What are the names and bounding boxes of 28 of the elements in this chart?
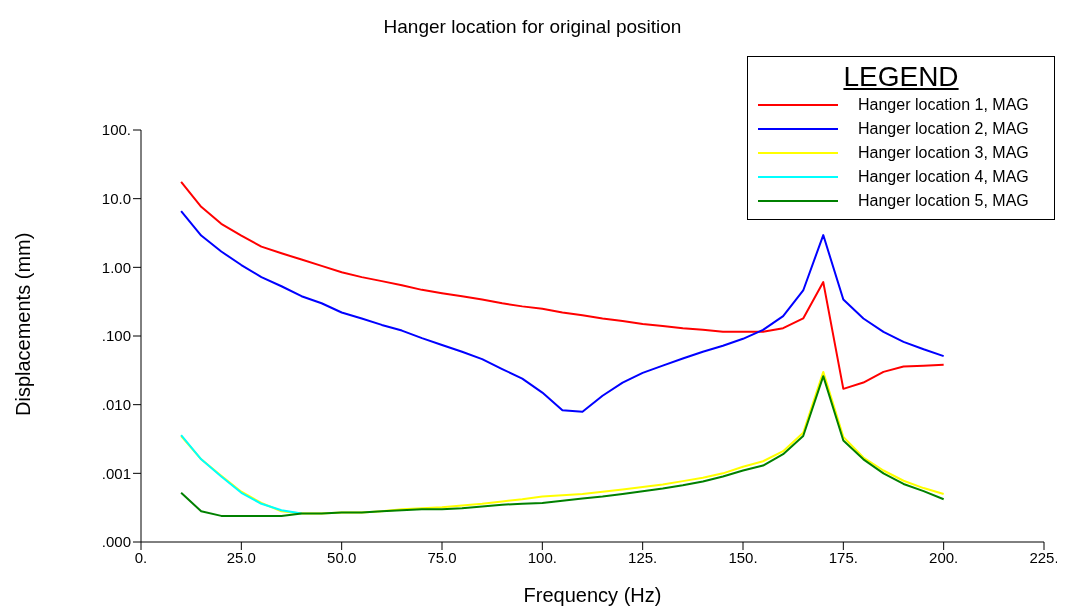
x-tick-label: 25.0: [226, 548, 256, 566]
line-series: [180, 210, 945, 413]
x-tick-label: 0.: [134, 548, 148, 566]
x-tick-label: 175.: [828, 548, 858, 566]
legend-title: LEGEND: [842, 61, 960, 93]
y-tick-label: 1.00: [101, 258, 131, 276]
legend-label: Hanger location 1, MAG: [858, 96, 1029, 114]
x-tick-label: 225.: [1029, 548, 1059, 566]
y-tick-label: .000: [101, 533, 131, 551]
y-tick-label: 100.: [101, 121, 131, 139]
legend-label: Hanger location 4, MAG: [858, 168, 1029, 186]
legend-label: Hanger location 5, MAG: [858, 192, 1029, 210]
x-tick-label: 150.: [728, 548, 758, 566]
line-series: [180, 434, 303, 515]
x-axis-title: Frequency (Hz): [523, 584, 662, 606]
chart-title: Hanger location for original position: [382, 16, 683, 38]
x-tick-label: 100.: [527, 548, 557, 566]
legend-label: Hanger location 3, MAG: [858, 144, 1029, 162]
x-tick-label: 200.: [929, 548, 959, 566]
x-tick-label: 125.: [628, 548, 658, 566]
legend-label: Hanger location 2, MAG: [858, 120, 1029, 138]
y-tick-label: 10.0: [101, 189, 131, 207]
x-tick-label: 50.0: [327, 548, 357, 566]
y-tick-label: .100: [101, 327, 131, 345]
y-tick-label: .001: [101, 464, 131, 482]
x-tick-label: 75.0: [427, 548, 457, 566]
y-axis-title: Displacements (mm): [12, 232, 35, 416]
y-tick-label: .010: [101, 395, 131, 413]
